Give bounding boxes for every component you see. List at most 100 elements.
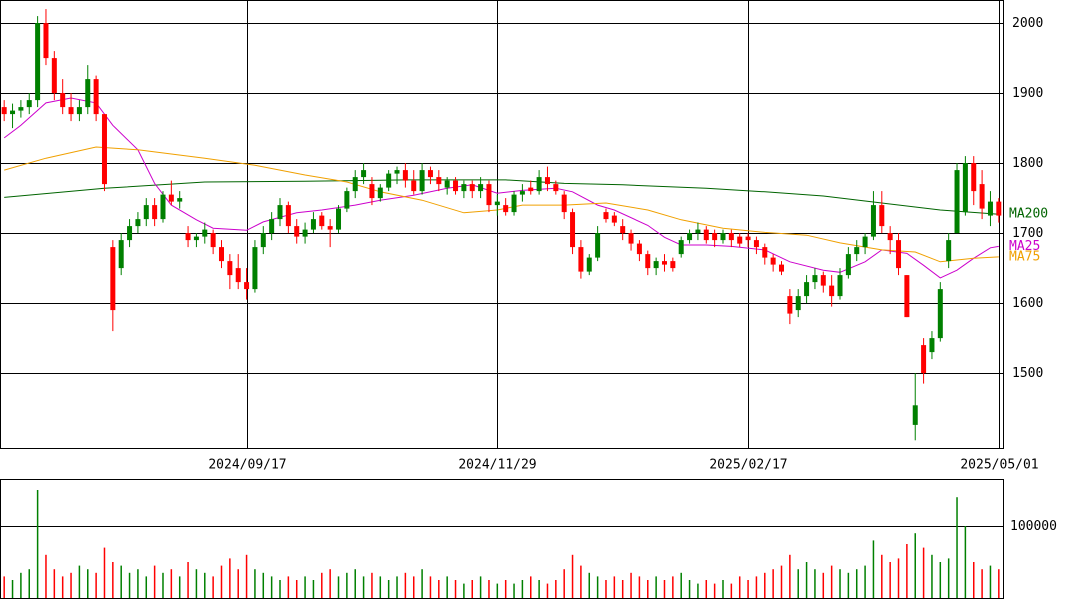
candle-body: [937, 289, 943, 339]
volume-bar: [346, 572, 348, 598]
candle-body: [795, 296, 801, 311]
candle-body: [954, 170, 960, 234]
volume-bar: [262, 572, 265, 598]
volume-bar: [128, 572, 131, 598]
volume-bar: [922, 547, 925, 598]
volume-bar: [170, 569, 173, 598]
volume-bar: [647, 580, 649, 598]
volume-bar: [605, 580, 607, 598]
volume-bar: [772, 569, 774, 598]
candle-body: [929, 338, 935, 353]
candle-body: [887, 233, 893, 241]
candle-body: [478, 184, 484, 192]
volume-bar: [112, 562, 114, 598]
volume-bar: [11, 580, 14, 598]
candle-body: [804, 282, 810, 297]
moving-average-line: [4, 146, 999, 263]
volume-bar: [204, 572, 206, 598]
volume-bar: [705, 580, 708, 598]
candle-body: [277, 205, 283, 220]
candle-body: [310, 219, 316, 230]
volume-bar: [839, 569, 841, 598]
candle-body: [218, 247, 224, 262]
candle-body: [595, 233, 601, 258]
candle-body: [661, 261, 667, 265]
candle-body: [553, 184, 559, 192]
volume-bar: [563, 569, 565, 598]
candle-body: [979, 184, 985, 209]
volume-bar: [630, 572, 632, 598]
candle-body: [753, 240, 759, 248]
candle-body: [10, 110, 16, 115]
volume-bar: [555, 580, 557, 598]
volume-bar: [3, 576, 5, 598]
candle-body: [745, 236, 751, 241]
volume-bar: [45, 554, 47, 598]
volume-bar: [722, 580, 724, 598]
volume-bar: [697, 583, 699, 598]
volume-bar: [830, 565, 833, 598]
volume-bar: [87, 569, 89, 598]
candle-body: [461, 184, 467, 192]
volume-bar: [964, 526, 967, 598]
volume-bar: [947, 558, 950, 598]
x-tick-label: 2025/02/17: [709, 458, 787, 473]
volume-bar: [254, 569, 256, 598]
moving-average-line: [4, 179, 999, 215]
volume-bar: [764, 572, 766, 598]
volume-bar: [822, 572, 825, 598]
candle-body: [519, 191, 525, 195]
candle-body: [528, 187, 534, 192]
volume-bar: [713, 583, 716, 598]
candle-body: [896, 240, 902, 269]
candle-body: [762, 247, 768, 258]
legend-label: MA200: [1009, 207, 1048, 222]
candle-body: [260, 233, 266, 248]
volume-bar: [36, 490, 39, 598]
candle-body: [93, 79, 99, 115]
candle-body: [770, 257, 776, 265]
volume-bar: [496, 583, 499, 598]
volume-bar: [212, 576, 214, 598]
candle-body: [344, 191, 350, 209]
volume-bar: [638, 576, 641, 598]
volume-bar: [187, 562, 189, 598]
candle-body: [285, 205, 291, 227]
volume-bar: [20, 572, 22, 598]
volume-bar: [195, 569, 198, 598]
candle-body: [127, 226, 133, 241]
volume-bar: [805, 562, 808, 598]
candle-body: [419, 170, 425, 192]
volume-bar: [688, 580, 691, 598]
volume-bar: [738, 576, 741, 598]
volume-bar: [814, 569, 816, 598]
candle-body: [561, 194, 567, 213]
volume-bar: [855, 569, 858, 598]
candle-body: [51, 58, 57, 94]
candle-body: [503, 205, 509, 213]
volume-bar: [162, 572, 164, 598]
volume-bar: [429, 576, 432, 598]
volume-bar: [270, 576, 273, 598]
volume-bar: [546, 583, 549, 598]
candle-body: [402, 170, 408, 181]
candle-body: [511, 194, 517, 213]
candle-body: [678, 240, 684, 255]
volume-bar: [513, 583, 515, 598]
y-tick-label: 1600: [1012, 296, 1043, 311]
candle-body: [160, 194, 166, 220]
candle-body: [862, 236, 868, 248]
candle-body: [779, 264, 785, 272]
candle-body: [845, 254, 851, 276]
volume-bar: [538, 580, 540, 598]
candle-body: [628, 233, 634, 244]
candle-body: [76, 107, 82, 115]
candle-body: [244, 282, 250, 290]
volume-bar: [28, 569, 31, 598]
candle-body: [536, 177, 542, 192]
candle-body: [352, 177, 358, 192]
volume-bar: [379, 576, 382, 598]
volume-bar: [78, 565, 81, 598]
candle-body: [670, 261, 676, 269]
